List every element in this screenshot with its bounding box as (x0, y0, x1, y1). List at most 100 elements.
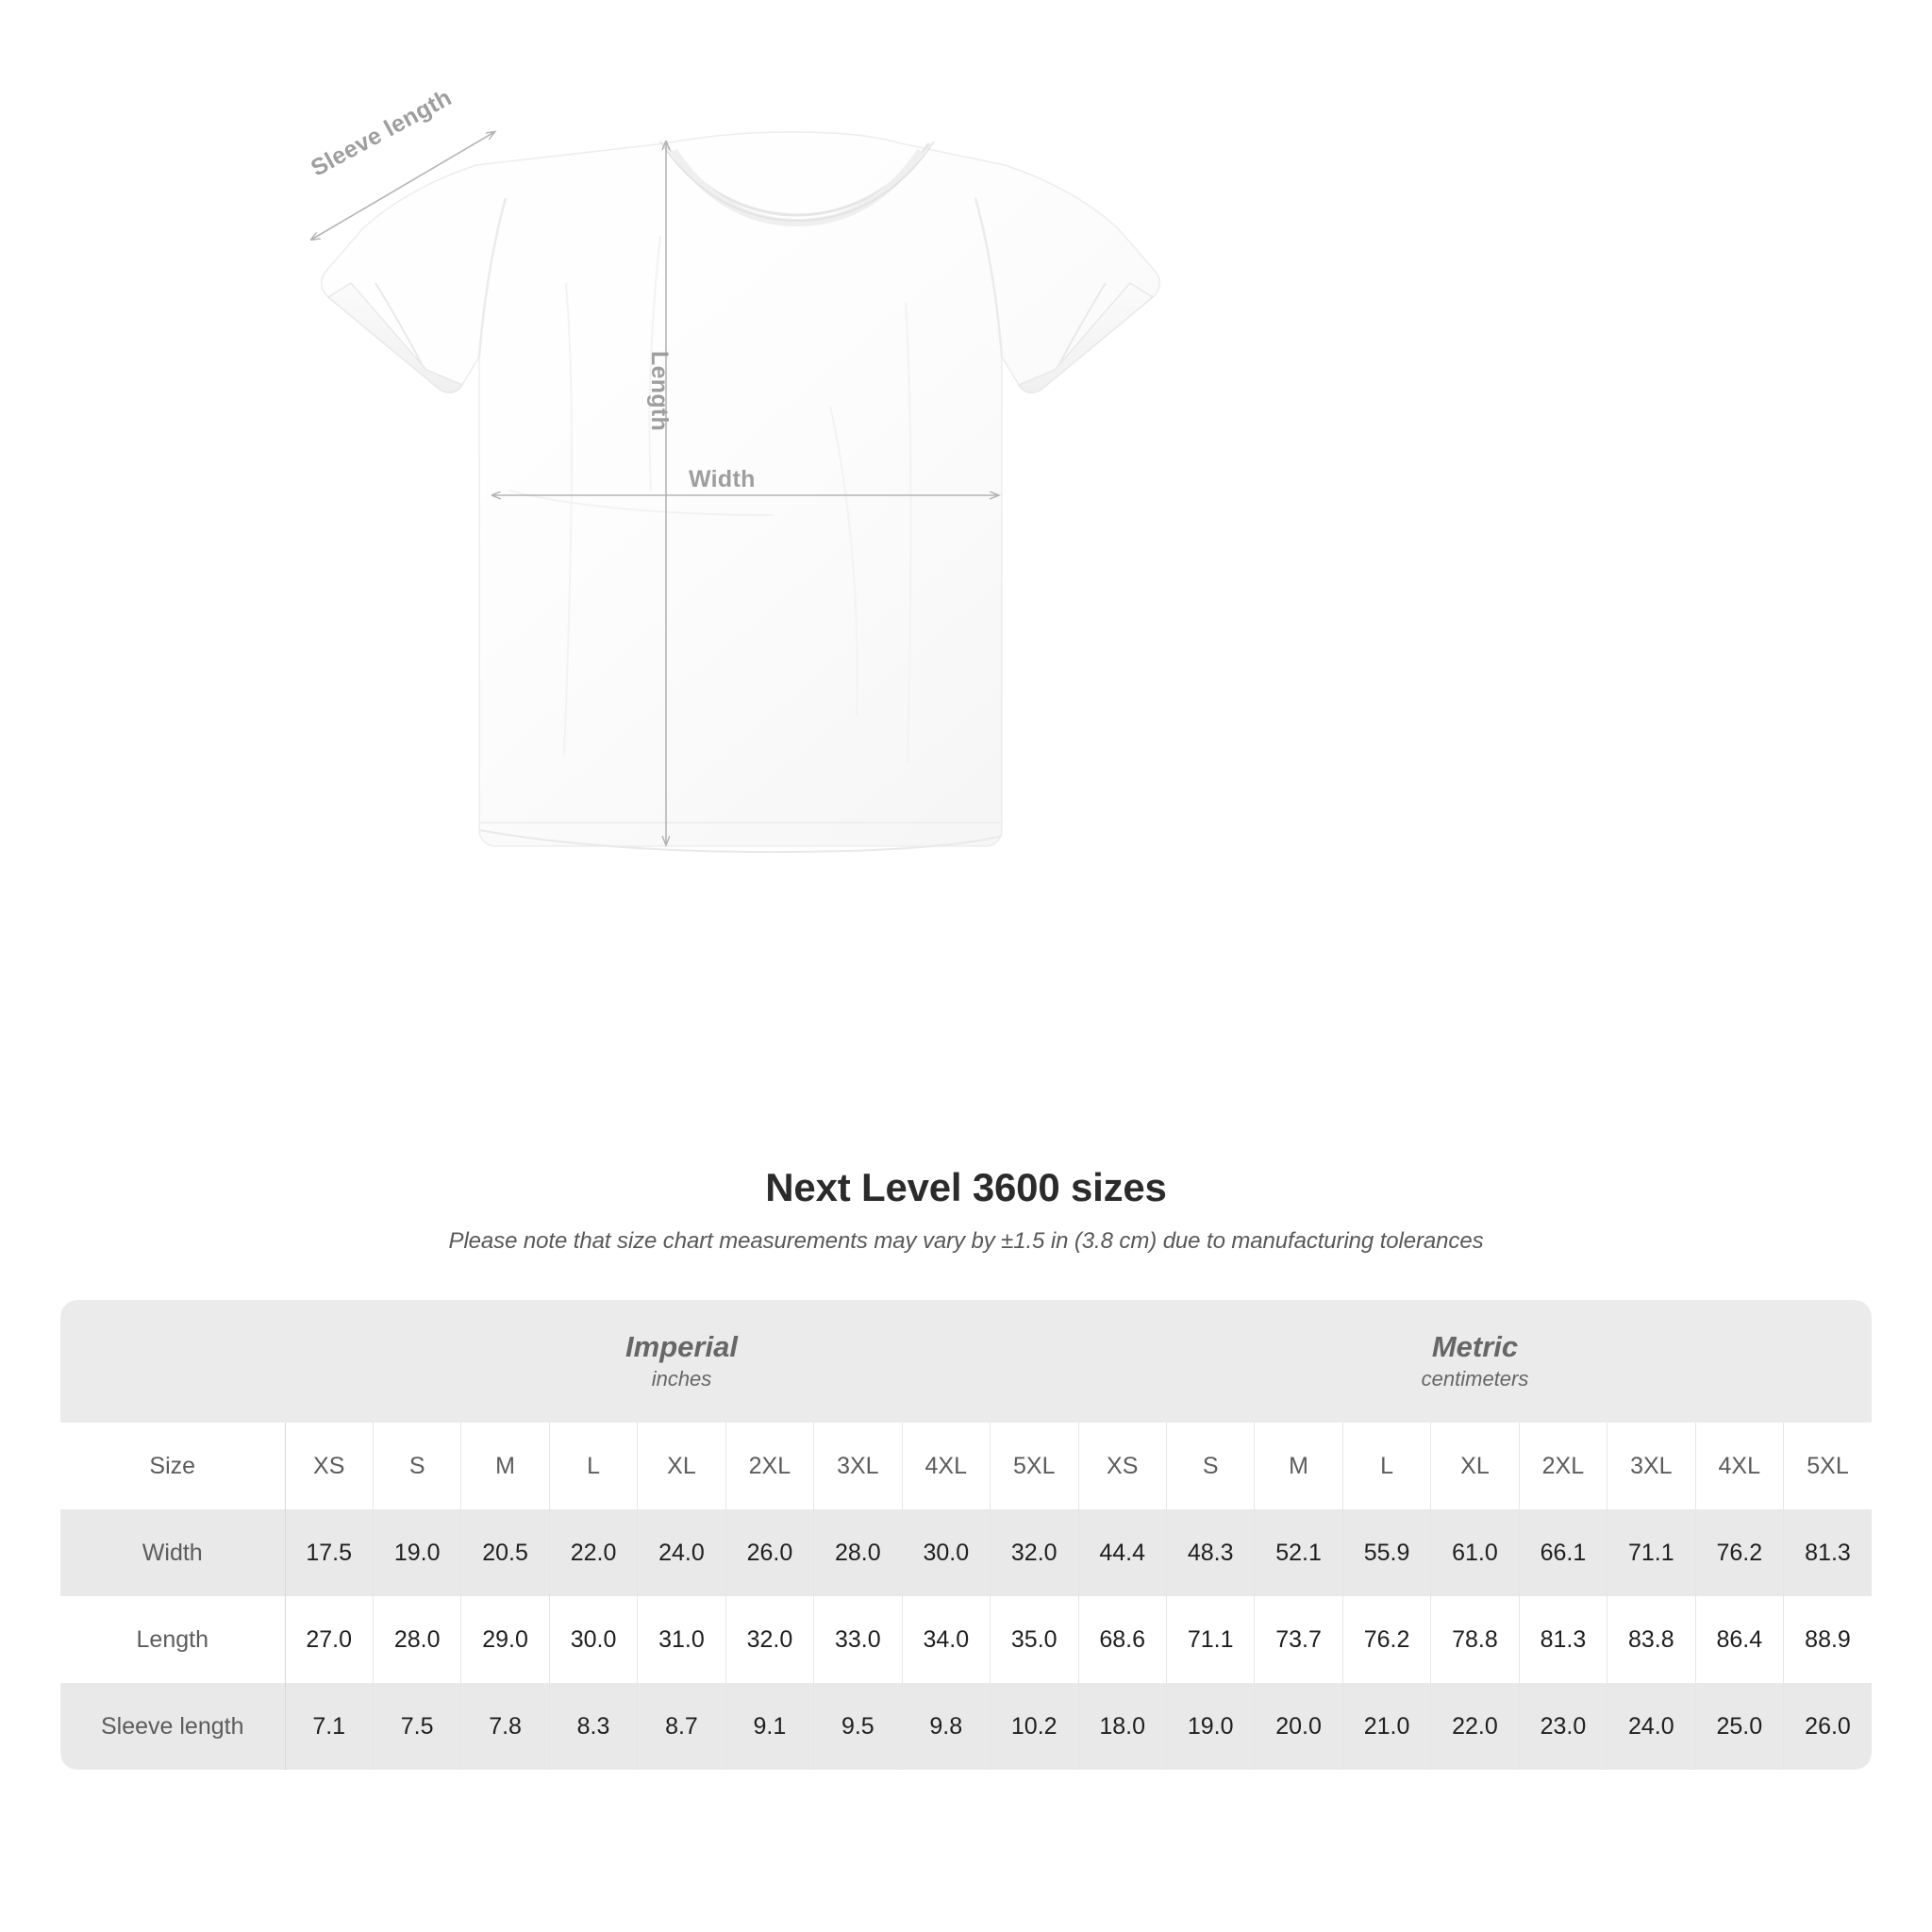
cell-width-imperial-3xl: 28.0 (813, 1509, 903, 1596)
cell-length-imperial-l: 30.0 (548, 1596, 638, 1683)
cell-width-imperial-s: 19.0 (372, 1509, 461, 1596)
page-title: Next Level 3600 sizes (765, 1165, 1167, 1209)
tshirt-illustration (0, 0, 1160, 854)
row-label-sleeve-length: Sleeve length (60, 1683, 286, 1770)
cell-sleeve-length-imperial-m: 7.8 (460, 1683, 550, 1770)
cell-width-imperial-l: 22.0 (548, 1509, 638, 1596)
cell-length-metric-2xl: 81.3 (1518, 1596, 1607, 1683)
unit-group-subtitle: inches (651, 1366, 712, 1391)
cell-width-metric-4xl: 76.2 (1694, 1509, 1784, 1596)
cell-sleeve-length-imperial-5xl: 10.2 (990, 1683, 1078, 1770)
shirt-collar (659, 141, 935, 227)
cell-width-imperial-5xl: 32.0 (990, 1509, 1078, 1596)
row-label-length: Length (60, 1596, 286, 1683)
size-header-xl-metric: XL (1430, 1423, 1520, 1509)
cell-width-metric-5xl: 81.3 (1783, 1509, 1873, 1596)
cell-length-imperial-2xl: 32.0 (724, 1596, 814, 1683)
table-row: Width 17.5 19.0 20.5 22.0 24.0 26.0 28.0 30.0 32.… (60, 1509, 1873, 1596)
unit-group-name: Metric (1431, 1329, 1519, 1363)
cell-sleeve-length-metric-xs: 18.0 (1077, 1683, 1167, 1770)
size-header-l-metric: L (1341, 1423, 1431, 1509)
table-corner-cell (60, 1300, 285, 1423)
table-row: Length 27.0 28.0 29.0 30.0 31.0 32.0 33.0 34.0 35… (60, 1596, 1873, 1683)
cell-width-imperial-xl: 24.0 (637, 1509, 726, 1596)
size-header-5xl-imperial: 5XL (990, 1423, 1078, 1509)
cell-length-metric-l: 76.2 (1341, 1596, 1431, 1683)
cell-sleeve-length-metric-s: 19.0 (1165, 1683, 1255, 1770)
cell-width-imperial-2xl: 26.0 (724, 1509, 814, 1596)
cell-width-metric-3xl: 71.1 (1607, 1509, 1696, 1596)
cell-width-metric-m: 52.1 (1254, 1509, 1343, 1596)
size-header-xl-imperial: XL (637, 1423, 726, 1509)
size-header-2xl-metric: 2XL (1518, 1423, 1607, 1509)
size-header-row: Size XS S M L XL 2XL 3XL 4XL 5XL XS S M L XL 2XL 3XL 4XL 5… (60, 1423, 1873, 1509)
cell-sleeve-length-metric-4xl: 25.0 (1694, 1683, 1784, 1770)
cell-sleeve-length-metric-l: 21.0 (1341, 1683, 1431, 1770)
row-label-width: Width (60, 1509, 286, 1596)
cell-length-imperial-xs: 27.0 (284, 1596, 374, 1683)
cell-length-metric-3xl: 83.8 (1607, 1596, 1696, 1683)
size-header-l-imperial: L (548, 1423, 638, 1509)
cell-width-imperial-xs: 17.5 (284, 1509, 374, 1596)
cell-sleeve-length-metric-5xl: 26.0 (1783, 1683, 1873, 1770)
size-header-s-imperial: S (372, 1423, 461, 1509)
table-row: Sleeve length 7.1 7.5 7.8 8.3 8.7 9.1 9.5 9.8 10.… (60, 1683, 1873, 1770)
size-header-xs-metric: XS (1077, 1423, 1167, 1509)
cell-sleeve-length-imperial-3xl: 9.5 (813, 1683, 903, 1770)
cell-width-metric-xl: 61.0 (1430, 1509, 1520, 1596)
cell-length-imperial-xl: 31.0 (637, 1596, 726, 1683)
sleeve-measure-line (311, 132, 494, 240)
cell-width-imperial-4xl: 30.0 (901, 1509, 991, 1596)
garment-diagram: Sleeve length Length Width (0, 0, 1160, 854)
unit-group-header-metric: Metric centimeters (1078, 1300, 1873, 1423)
cell-sleeve-length-metric-xl: 22.0 (1430, 1683, 1520, 1770)
cell-sleeve-length-metric-3xl: 24.0 (1607, 1683, 1696, 1770)
cell-length-imperial-m: 29.0 (460, 1596, 550, 1683)
cell-sleeve-length-imperial-s: 7.5 (372, 1683, 461, 1770)
cell-width-imperial-m: 20.5 (460, 1509, 550, 1596)
size-column-label: Size (60, 1423, 286, 1509)
unit-group-subtitle: centimeters (1421, 1366, 1529, 1391)
size-header-4xl-imperial: 4XL (901, 1423, 991, 1509)
cell-sleeve-length-metric-m: 20.0 (1254, 1683, 1343, 1770)
cell-length-metric-s: 71.1 (1165, 1596, 1255, 1683)
title-block: Next Level 3600 sizes Please note that s… (0, 1165, 1932, 1255)
cell-length-imperial-s: 28.0 (372, 1596, 461, 1683)
cell-width-metric-2xl: 66.1 (1518, 1509, 1607, 1596)
cell-length-metric-5xl: 88.9 (1783, 1596, 1873, 1683)
cell-width-metric-s: 48.3 (1165, 1509, 1255, 1596)
cell-sleeve-length-imperial-4xl: 9.8 (901, 1683, 991, 1770)
cell-sleeve-length-imperial-xl: 8.7 (637, 1683, 726, 1770)
size-header-xs-imperial: XS (284, 1423, 374, 1509)
size-header-5xl-metric: 5XL (1783, 1423, 1873, 1509)
shirt-sleeve-hems (326, 282, 1155, 393)
cell-sleeve-length-imperial-l: 8.3 (548, 1683, 638, 1770)
cell-width-metric-l: 55.9 (1341, 1509, 1431, 1596)
cell-sleeve-length-metric-2xl: 23.0 (1518, 1683, 1607, 1770)
unit-group-header-imperial: Imperial inches (285, 1300, 1078, 1423)
cell-width-metric-xs: 44.4 (1077, 1509, 1167, 1596)
size-table-container: Imperial inches Metric centimeters Size XS S M L… (60, 1300, 1873, 1770)
cell-length-metric-4xl: 86.4 (1694, 1596, 1784, 1683)
shirt-fabric-folds (508, 235, 912, 765)
size-header-m-metric: M (1254, 1423, 1343, 1509)
size-header-s-metric: S (1165, 1423, 1255, 1509)
cell-length-metric-xs: 68.6 (1077, 1596, 1167, 1683)
cell-length-metric-m: 73.7 (1254, 1596, 1343, 1683)
cell-sleeve-length-imperial-2xl: 9.1 (724, 1683, 814, 1770)
cell-length-imperial-4xl: 34.0 (901, 1596, 991, 1683)
size-header-m-imperial: M (460, 1423, 550, 1509)
unit-group-name: Imperial (625, 1329, 738, 1363)
shirt-bottom-hem (478, 822, 1003, 854)
tolerance-note: Please note that size chart measurements… (448, 1228, 1484, 1255)
size-header-3xl-metric: 3XL (1607, 1423, 1696, 1509)
unit-header-row: Imperial inches Metric centimeters (60, 1300, 1873, 1423)
cell-length-imperial-5xl: 35.0 (990, 1596, 1078, 1683)
size-table: Imperial inches Metric centimeters Size XS S M L… (60, 1300, 1873, 1770)
size-header-3xl-imperial: 3XL (813, 1423, 903, 1509)
cell-length-imperial-3xl: 33.0 (813, 1596, 903, 1683)
width-annotation: Width (689, 466, 756, 492)
cell-sleeve-length-imperial-xs: 7.1 (284, 1683, 374, 1770)
cell-length-metric-xl: 78.8 (1430, 1596, 1520, 1683)
